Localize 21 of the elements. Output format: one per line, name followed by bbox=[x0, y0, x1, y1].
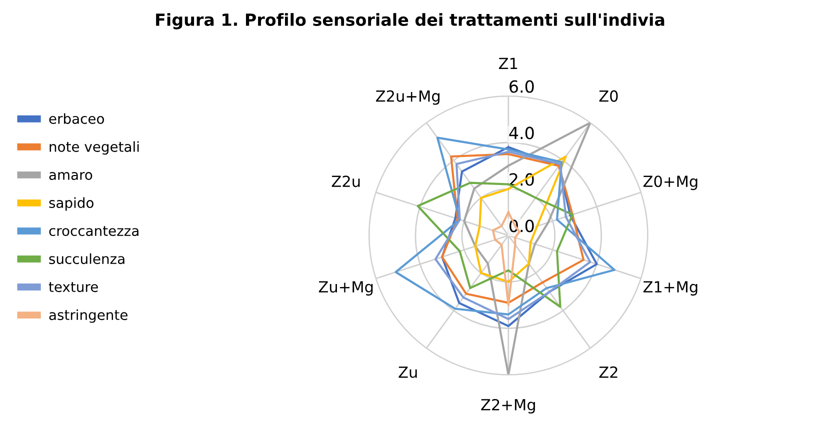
spoke-label: Zu bbox=[398, 366, 417, 378]
spoke-label: Zu+Mg bbox=[318, 281, 373, 296]
legend-label: note vegetali bbox=[50, 141, 139, 155]
spoke-label: Z0+Mg bbox=[643, 176, 698, 190]
legend-label: sapido bbox=[49, 197, 94, 211]
legend-label: succulenza bbox=[49, 253, 124, 264]
y-tick-label: 6.0 bbox=[510, 80, 534, 93]
chart-title: Figura 1. Profilo sensoriale dei trattamenti sull'indivia bbox=[156, 13, 664, 30]
spoke-label: Z1+Mg bbox=[643, 281, 698, 296]
spoke-label: Z0 bbox=[599, 90, 618, 102]
spoke-label: Z2 bbox=[599, 366, 618, 378]
spoke-label: Z2u bbox=[332, 176, 360, 188]
legend-label: texture bbox=[48, 282, 98, 292]
spoke-label: Z1 bbox=[498, 58, 518, 70]
spoke-label: Z2u+Mg bbox=[376, 90, 440, 105]
y-tick-label: 4.0 bbox=[509, 126, 534, 140]
legend-label: astringente bbox=[49, 309, 128, 323]
legend-label: amaro bbox=[49, 172, 92, 180]
spoke-label: Z2+Mg bbox=[481, 398, 535, 414]
legend-label: croccantezza bbox=[49, 226, 138, 236]
legend-label: erbaceo bbox=[49, 113, 104, 124]
